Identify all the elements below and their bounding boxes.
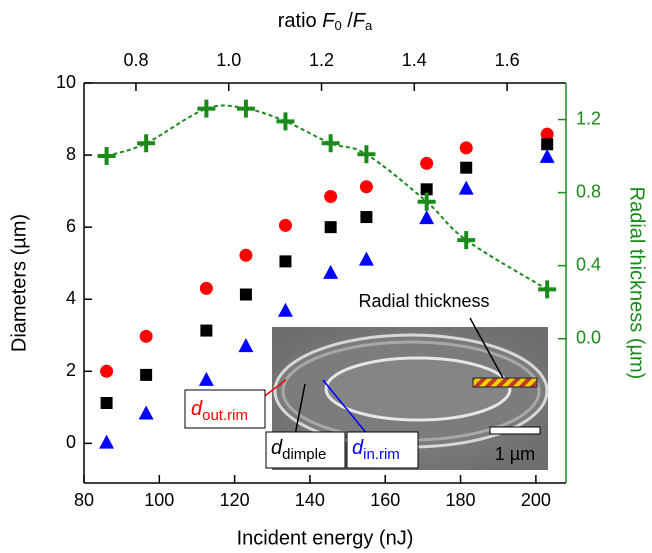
x2-axis-label: ratio F0 /Fa xyxy=(278,10,373,33)
y-tick-label: 0 xyxy=(66,432,76,452)
label-box xyxy=(346,431,419,469)
x2-tick-label: 1.4 xyxy=(402,50,427,70)
point xyxy=(458,180,474,195)
x-axis-label: Incident energy (nJ) xyxy=(237,527,414,549)
point xyxy=(238,338,254,353)
y2-tick-label: 0.8 xyxy=(576,181,601,201)
label-box xyxy=(265,431,346,469)
point xyxy=(359,180,373,194)
y-tick-label: 10 xyxy=(56,72,76,92)
pointer xyxy=(261,379,287,399)
y2-tick-label: 0.0 xyxy=(576,327,601,347)
x-tick-label: 140 xyxy=(295,490,325,510)
x2-tick-label: 0.8 xyxy=(123,50,148,70)
radial-label: Radial thickness xyxy=(358,291,489,311)
label-part: 0 xyxy=(334,18,341,33)
y2-axis-label: Radial thickness (µm) xyxy=(626,187,648,380)
point xyxy=(239,288,252,301)
x-tick-label: 120 xyxy=(220,490,250,510)
scale-bar xyxy=(489,426,541,435)
point xyxy=(538,280,557,299)
dimple-label: ddimple xyxy=(271,437,326,463)
point xyxy=(279,255,292,268)
point xyxy=(239,248,253,262)
point xyxy=(139,329,153,343)
label-box xyxy=(184,389,266,429)
label-part: out.rim xyxy=(202,407,248,424)
point xyxy=(457,231,476,250)
point xyxy=(420,156,434,170)
point xyxy=(539,148,555,163)
point xyxy=(278,218,292,232)
y2-tick-label: 1.2 xyxy=(576,108,601,128)
point xyxy=(541,138,554,151)
out-rim-label: dout.rim xyxy=(191,398,248,424)
point xyxy=(276,112,295,131)
x-tick-label: 200 xyxy=(521,490,551,510)
point xyxy=(460,161,473,174)
x2-tick-label: 1.2 xyxy=(309,50,334,70)
label-part: d xyxy=(352,437,364,459)
x-tick-label: 80 xyxy=(74,490,94,510)
scale-label: 1 µm xyxy=(495,444,535,464)
in-rim-label: din.rim xyxy=(352,437,400,463)
point xyxy=(140,368,153,381)
fit-curve xyxy=(106,104,548,291)
label-part: dimple xyxy=(282,446,326,463)
point xyxy=(357,145,376,164)
pointer xyxy=(322,379,373,441)
label-part: ratio xyxy=(278,10,322,32)
label-part: / xyxy=(342,10,354,32)
point xyxy=(358,251,374,266)
point xyxy=(97,147,116,166)
point xyxy=(324,190,338,204)
label-part: a xyxy=(365,18,373,33)
x-tick-label: 160 xyxy=(370,490,400,510)
y-tick-label: 8 xyxy=(66,144,76,164)
y-axis-label: Diameters (µm) xyxy=(8,214,30,352)
pointer xyxy=(293,383,306,441)
point xyxy=(417,192,436,211)
label-part: d xyxy=(191,398,203,420)
point xyxy=(199,281,213,295)
point xyxy=(459,141,473,155)
x-tick-label: 100 xyxy=(144,490,174,510)
x2-tick-label: 1.6 xyxy=(495,50,520,70)
pointer xyxy=(469,317,504,379)
point xyxy=(324,221,337,234)
point xyxy=(540,127,554,141)
radial-bar xyxy=(472,377,538,388)
point xyxy=(323,264,339,279)
x-tick-label: 180 xyxy=(446,490,476,510)
y-tick-label: 2 xyxy=(66,360,76,380)
x2-tick-label: 1.0 xyxy=(216,50,241,70)
point xyxy=(420,183,433,196)
point xyxy=(198,371,214,386)
point xyxy=(236,99,255,118)
point xyxy=(360,211,373,224)
label-part: in.rim xyxy=(363,446,400,463)
label-part: d xyxy=(271,437,283,459)
point xyxy=(100,397,113,409)
point xyxy=(277,302,293,317)
point xyxy=(419,210,435,225)
y2-tick-label: 0.4 xyxy=(576,254,601,274)
y-tick-label: 4 xyxy=(66,288,76,308)
label-part: F xyxy=(353,10,367,32)
point xyxy=(100,364,114,378)
label-part: F xyxy=(322,10,336,32)
inner-rim xyxy=(324,356,512,422)
point xyxy=(138,405,154,420)
y-tick-label: 6 xyxy=(66,216,76,236)
point xyxy=(197,99,216,118)
point xyxy=(99,434,115,449)
inset-image: 1 µm Radial thickness dout.rim ddimple d… xyxy=(184,291,549,470)
point xyxy=(200,324,213,337)
point xyxy=(321,134,340,153)
point xyxy=(137,134,156,153)
